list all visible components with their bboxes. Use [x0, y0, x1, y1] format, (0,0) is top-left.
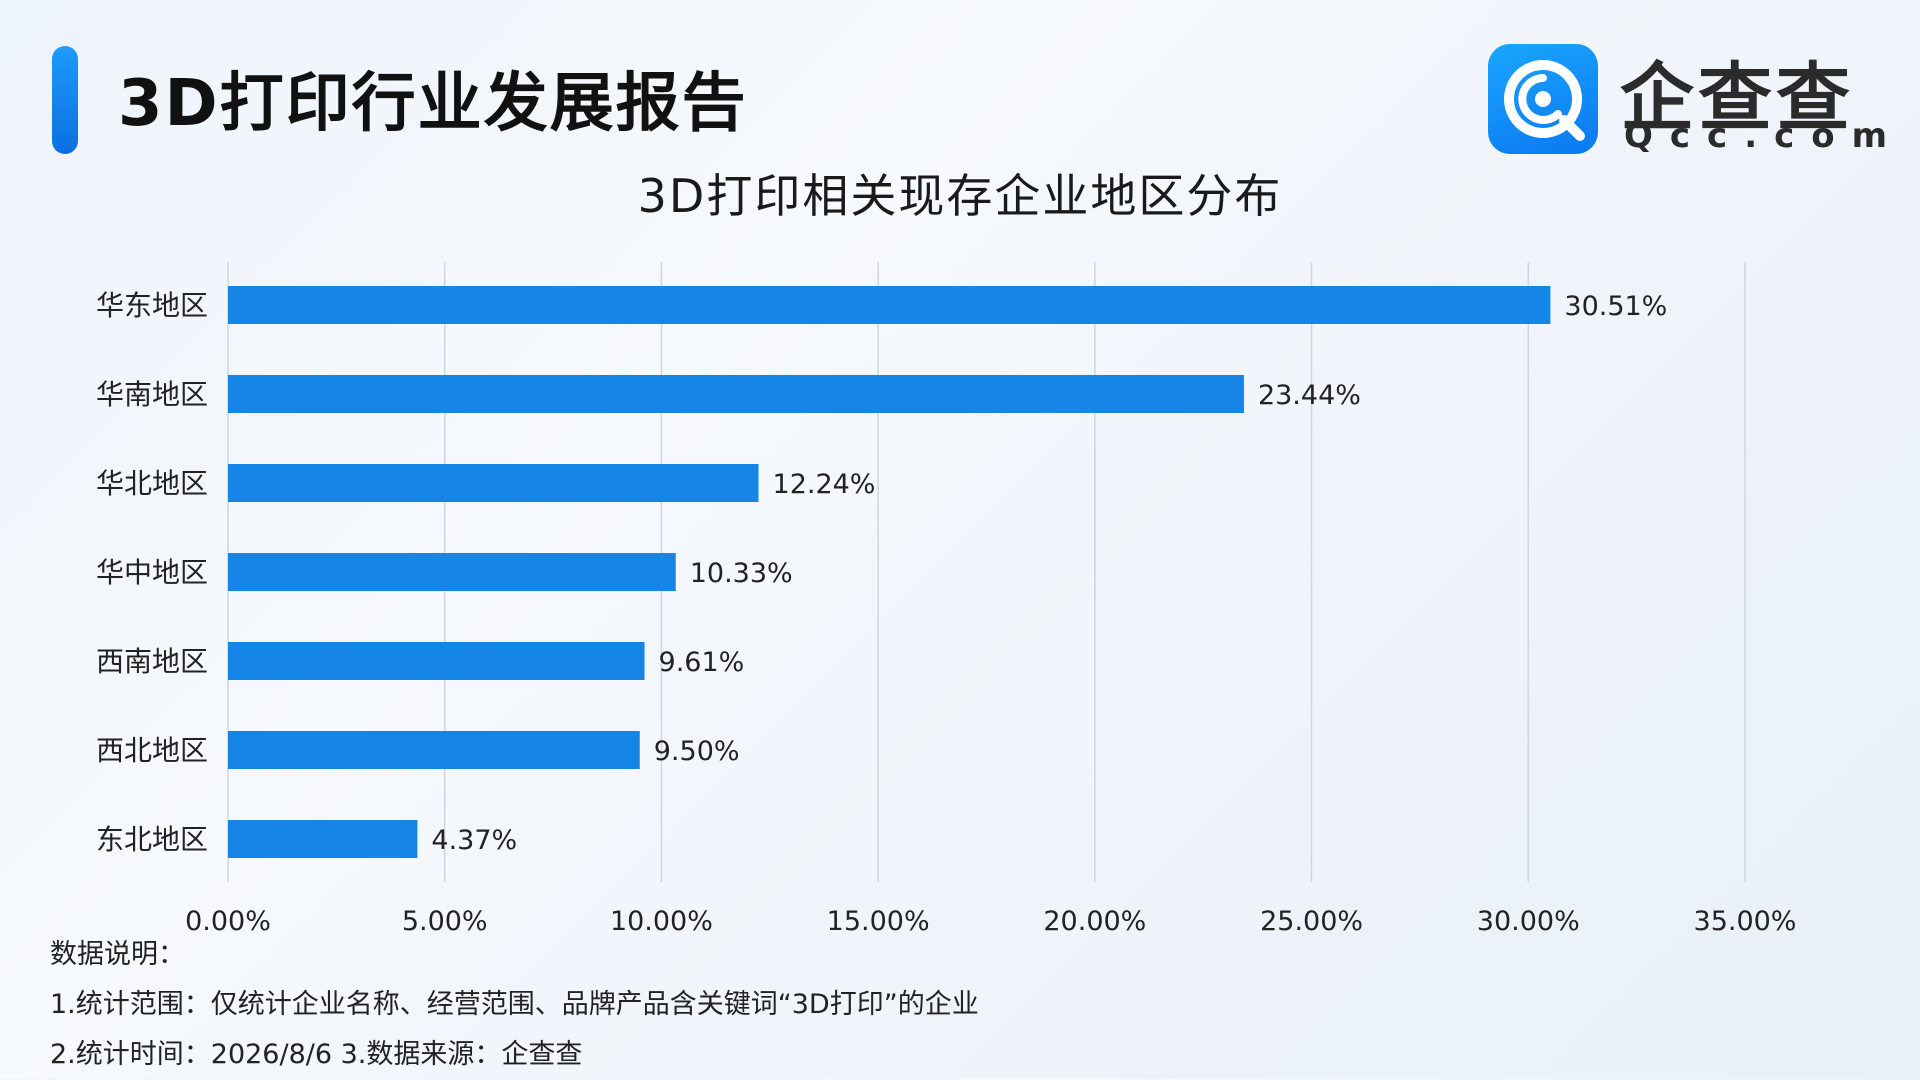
brand-logo: 企查查 Qcc.com: [1488, 44, 1887, 156]
title-accent-bar: [52, 46, 78, 154]
notes-heading: 数据说明：: [50, 939, 185, 970]
qcc-logo-icon: [1488, 44, 1598, 154]
data-label: 9.50%: [654, 736, 740, 767]
bar: [228, 820, 418, 858]
y-tick-label: 华中地区: [96, 556, 208, 589]
bar: [228, 642, 645, 680]
bar: [228, 375, 1244, 413]
x-tick-label: 10.00%: [610, 906, 713, 937]
data-label: 30.51%: [1564, 291, 1667, 322]
data-label: 10.33%: [690, 558, 793, 589]
notes-scope: 1.统计范围：仅统计企业名称、经营范围、品牌产品含关键词“3D打印”的企业: [50, 989, 979, 1020]
y-tick-label: 东北地区: [96, 823, 208, 856]
y-tick-label: 华东地区: [96, 289, 208, 322]
x-tick-label: 5.00%: [402, 906, 488, 937]
bar: [228, 731, 640, 769]
data-notes: 数据说明： 1.统计范围：仅统计企业名称、经营范围、品牌产品含关键词“3D打印”…: [50, 930, 979, 1080]
data-label: 12.24%: [773, 469, 876, 500]
y-tick-label: 西北地区: [96, 734, 208, 767]
brand-name: 企查查: [1620, 55, 1854, 141]
notes-source: 2.统计时间：2026/8/6 3.数据来源：企查查: [50, 1039, 583, 1070]
data-label: 4.37%: [431, 825, 517, 856]
report-title: 3D打印行业发展报告: [118, 67, 748, 141]
y-tick-label: 华北地区: [96, 467, 208, 500]
x-tick-label: 15.00%: [827, 906, 930, 937]
x-tick-label: 35.00%: [1694, 906, 1797, 937]
data-label: 9.61%: [659, 647, 745, 678]
x-tick-label: 0.00%: [185, 906, 271, 937]
chart-title: 3D打印相关现存企业地区分布: [637, 169, 1283, 223]
x-tick-label: 25.00%: [1260, 906, 1363, 937]
y-tick-label: 华南地区: [96, 378, 208, 411]
bar: [228, 553, 676, 591]
x-tick-label: 30.00%: [1477, 906, 1580, 937]
x-tick-label: 20.00%: [1043, 906, 1146, 937]
bar: [228, 464, 759, 502]
data-label: 23.44%: [1258, 380, 1361, 411]
bar: [228, 286, 1551, 324]
y-tick-label: 西南地区: [96, 645, 208, 678]
brand-domain: Qcc.com: [1624, 116, 1905, 156]
